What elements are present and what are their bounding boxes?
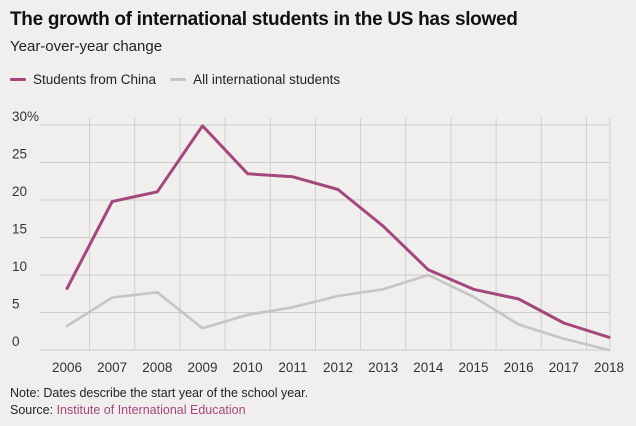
y-tick-label: 10 [12,259,27,274]
source-line: Source: Institute of International Educa… [10,403,246,417]
legend-swatch-all [170,78,187,81]
legend-item-china: Students from China [10,72,156,87]
legend-label-china: Students from China [33,72,157,87]
source-label: Source: [10,403,57,417]
legend-swatch-china [10,78,26,81]
x-tick-label: 2013 [368,360,398,375]
chart-subtitle: Year-over-year change [10,38,163,55]
y-tick-label: 0 [12,334,20,349]
x-tick-label: 2006 [52,360,82,375]
source-link[interactable]: Institute of International Education [56,403,246,417]
x-tick-label: 2011 [278,360,307,375]
series-line-china [65,124,611,339]
footnote: Note: Dates describe the start year of t… [10,386,309,400]
x-tick-label: 2012 [323,360,353,375]
legend-label-all: All international students [193,72,341,87]
legend: Students from China All international st… [10,72,354,87]
x-tick-label: 2017 [549,360,579,375]
x-tick-label: 2007 [97,360,127,375]
line-chart: 0 5 10 15 20 25 30% 2006 2007 2008 2009 2010 2011 201… [12,109,624,375]
chart-title: The growth of international students in … [10,9,518,30]
x-tick-label: 2009 [187,360,217,375]
y-tick-label: 20 [12,184,27,199]
x-tick-label: 2010 [233,360,263,375]
y-tick-label: 30% [12,109,39,124]
y-tick-label: 15 [12,222,27,237]
y-tick-label: 5 [12,297,20,312]
y-tick-label: 25 [12,147,27,162]
legend-item-all: All international students [170,72,340,87]
x-tick-label: 2015 [458,360,488,375]
x-tick-label: 2016 [504,360,534,375]
x-tick-label: 2018 [594,360,624,375]
x-tick-label: 2014 [413,360,444,375]
x-tick-label: 2008 [142,360,172,375]
